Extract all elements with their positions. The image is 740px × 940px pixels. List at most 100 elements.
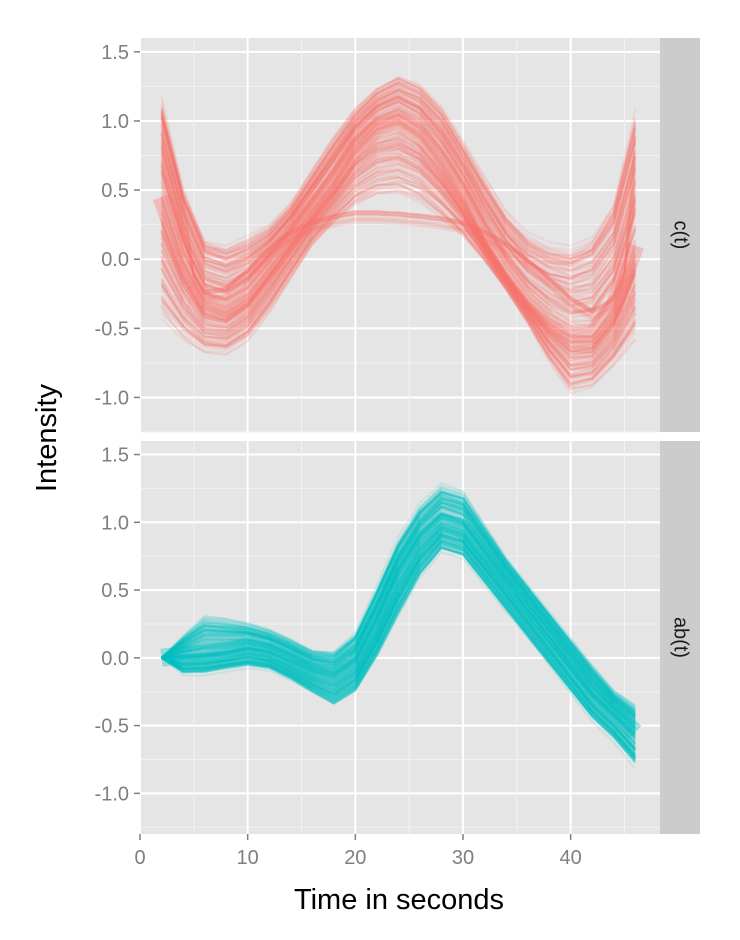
series-line [161,531,636,756]
series-line [160,143,637,371]
series-line [161,541,636,752]
series-line [160,497,636,715]
series-line [160,94,637,265]
series-line [160,114,637,313]
series-line [160,107,637,281]
series-line [161,498,636,723]
series-line [160,121,637,339]
series-line [160,155,637,359]
series-line [161,505,636,729]
series-line [160,181,636,377]
series-line [160,98,637,288]
series-line [160,154,637,344]
series-line [161,528,636,748]
series-line [160,546,636,762]
series-line [161,536,636,752]
series-line [160,113,637,315]
series-line [161,512,636,726]
series-line [160,142,637,367]
series-line [161,524,636,745]
series-line [160,95,637,286]
y-axis-title: Intensity [31,384,63,492]
series-line [161,546,636,759]
series-line [160,183,637,392]
y-tick-label: 1.5 [101,42,129,64]
series-line [160,80,637,259]
series-line [160,148,637,359]
series-line [160,192,637,385]
series-line [161,521,636,736]
series-line [160,110,637,316]
series-line [160,161,637,371]
series-line [161,543,636,755]
series-line [160,169,637,378]
y-tick-label: 1.0 [101,111,129,133]
series-line [161,537,636,754]
series-line [160,122,637,353]
series-line [160,153,637,314]
series-line [160,491,636,712]
series-line [161,513,636,732]
series-line [160,153,637,315]
series-line [160,489,636,712]
series-line [161,534,636,748]
series-line [161,546,636,759]
series-line [161,534,636,739]
series-line [160,104,637,297]
x-tick-label: 30 [452,847,474,869]
series-line [161,517,636,734]
series-line [160,545,636,760]
series-line [160,539,636,760]
series-line [160,100,637,272]
grid-top [139,38,660,433]
series-line [160,537,636,764]
series-line [160,486,636,716]
series-line [160,219,636,321]
series-line [161,518,636,733]
series-line [160,176,637,367]
series-line [160,100,637,280]
y-tick-label: -0.5 [95,716,129,738]
series-line [160,175,637,386]
series-line [161,512,636,735]
series-line [160,103,637,304]
series-line [160,80,637,253]
series-line [161,531,636,742]
series-line [160,172,637,376]
series-line [161,529,636,749]
series-line [161,541,636,760]
series-line [160,547,636,761]
series-line [160,546,636,764]
panel-bottom: ab(t) 1.5 1.0 0.5 0.0 -0.5 -1.0 [95,441,700,834]
series-line [161,542,636,759]
series-line [160,190,637,384]
series-line [160,89,637,275]
series-line [160,144,637,355]
series-line [160,97,637,290]
series-line [161,505,636,721]
series-line [160,197,637,317]
series-line [161,516,636,731]
series-line [161,526,636,729]
series-line [161,495,636,719]
series-line [161,506,636,726]
series-line [160,113,637,332]
series-line [161,533,636,750]
series-line [160,144,637,356]
series-line [160,545,636,759]
series-line [161,537,636,750]
series-line [160,92,637,305]
series-line [160,143,637,354]
series-line [160,122,637,339]
series-line [160,95,637,286]
y-ticks-bottom: 1.5 1.0 0.5 0.0 -0.5 -1.0 [95,445,140,805]
series-line [160,138,637,350]
series-line [160,76,637,259]
series-line [160,491,636,713]
series-line [160,84,637,272]
series-line [161,530,636,756]
series-line [160,118,637,311]
series-line [161,534,636,752]
series-line [160,135,637,353]
